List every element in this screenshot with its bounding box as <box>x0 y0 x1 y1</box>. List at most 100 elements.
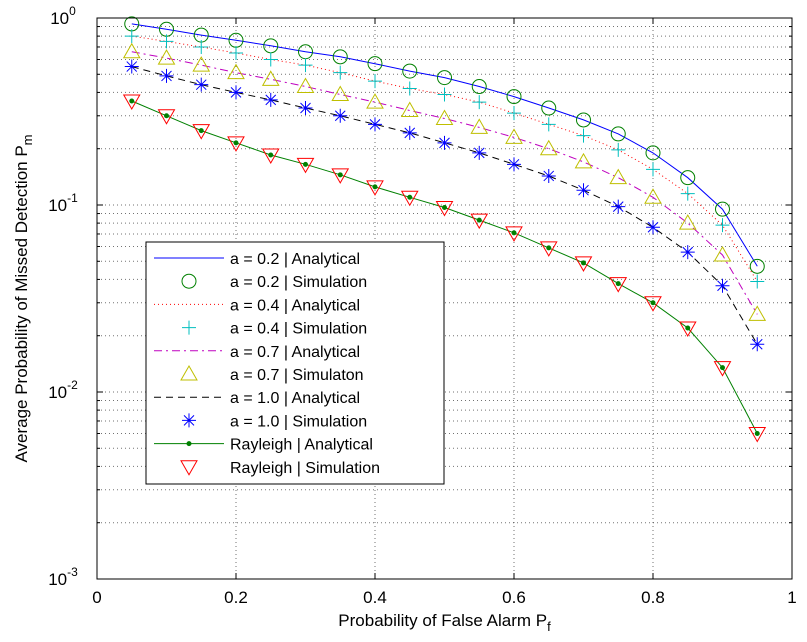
data-point <box>609 168 628 185</box>
y-axis-label-subscript: m <box>20 134 35 145</box>
data-point <box>715 218 730 233</box>
legend-item: a = 0.4 | Analytical <box>154 297 360 314</box>
legend-marker <box>186 441 192 447</box>
data-point <box>611 199 626 214</box>
series-6 <box>122 42 767 321</box>
x-axis-label: Probability of False Alarm Pf <box>338 611 551 634</box>
data-point <box>472 145 487 160</box>
data-point <box>366 93 384 109</box>
data-point <box>511 230 517 236</box>
x-tick-label: 0.2 <box>224 588 248 607</box>
data-point <box>435 200 454 217</box>
legend-item: a = 1.0 | Simulation <box>182 413 367 430</box>
data-point <box>268 152 274 158</box>
data-point <box>581 260 586 266</box>
data-point <box>122 42 141 59</box>
x-tick-label: 0 <box>92 588 101 607</box>
data-point <box>680 170 696 186</box>
legend-item: a = 1.0 | Analytical <box>154 390 360 407</box>
legend-marker <box>182 320 196 335</box>
legend-item: Rayleigh | Simulation <box>180 460 380 477</box>
legend-label: a = 0.7 | Simulaton <box>230 367 364 384</box>
data-point <box>442 204 447 210</box>
data-point <box>367 56 383 72</box>
data-point <box>678 321 697 337</box>
data-point <box>506 89 522 105</box>
data-point <box>124 29 139 44</box>
x-tick-label: 0.4 <box>363 588 387 607</box>
y-axis-label-text: Average Probability of Missed Detection … <box>12 145 31 462</box>
data-point <box>749 258 765 274</box>
data-point <box>713 361 732 377</box>
legend-label: a = 0.4 | Analytical <box>230 297 360 314</box>
legend-label: a = 0.2 | Simulation <box>230 274 367 291</box>
series-line <box>131 23 758 267</box>
data-point <box>157 109 176 125</box>
data-point <box>644 188 662 204</box>
data-point <box>331 168 350 184</box>
y-axis-label: Average Probability of Missed Detection … <box>12 134 35 462</box>
data-point <box>750 274 765 289</box>
series-10 <box>122 94 767 443</box>
legend-label: a = 1.0 | Analytical <box>230 390 360 407</box>
data-point <box>476 217 482 223</box>
data-point <box>122 94 141 110</box>
data-point <box>644 296 662 312</box>
data-point <box>159 34 174 49</box>
series-layer <box>122 16 767 443</box>
legend-label: Rayleigh | Simulation <box>230 460 380 477</box>
data-point <box>472 95 487 110</box>
data-point <box>507 157 521 172</box>
data-point <box>368 117 382 132</box>
data-point <box>748 426 767 443</box>
data-point <box>229 45 243 60</box>
data-point <box>192 124 211 140</box>
data-point <box>678 214 697 230</box>
data-point <box>159 68 174 83</box>
series-8 <box>124 59 765 352</box>
y-tick-label: 10-3 <box>48 565 78 589</box>
data-point <box>539 241 558 257</box>
data-point <box>233 140 239 146</box>
data-point <box>437 70 452 86</box>
legend-label: a = 0.2 | Analytical <box>230 251 360 268</box>
y-tick-label: 100 <box>50 4 76 28</box>
data-point <box>402 125 417 140</box>
data-point <box>261 70 280 86</box>
data-point <box>402 81 417 96</box>
data-point <box>402 63 418 79</box>
data-point <box>680 245 695 260</box>
data-point <box>263 52 278 67</box>
data-point <box>298 58 313 73</box>
data-point <box>164 113 169 119</box>
legend-marker <box>180 460 198 476</box>
data-point <box>400 190 419 207</box>
data-point <box>539 139 558 156</box>
data-point <box>713 246 732 262</box>
data-point <box>437 87 452 102</box>
data-point <box>610 126 626 142</box>
y-tick-label: 10-1 <box>48 191 78 215</box>
data-point <box>507 106 521 121</box>
data-point <box>685 325 691 331</box>
data-point <box>576 112 591 128</box>
data-point <box>437 135 452 150</box>
legend: a = 0.2 | Analytical a = 0.2 | Simulation… <box>145 241 445 485</box>
legend-marker <box>182 413 196 428</box>
legend-label: a = 0.7 | Analytical <box>230 344 360 361</box>
data-point <box>263 92 278 107</box>
data-point <box>400 101 419 118</box>
x-tick-label: 0.6 <box>502 588 526 607</box>
data-point <box>198 128 204 134</box>
data-point <box>750 337 765 352</box>
data-point <box>646 162 660 177</box>
data-point <box>298 101 313 116</box>
legend-label: a = 1.0 | Simulation <box>230 413 367 430</box>
series-line <box>131 51 758 315</box>
data-point <box>505 226 523 242</box>
legend-label: Rayleigh | Analytical <box>230 437 373 454</box>
data-point <box>609 277 628 293</box>
data-point <box>337 172 343 178</box>
data-point <box>227 63 245 80</box>
